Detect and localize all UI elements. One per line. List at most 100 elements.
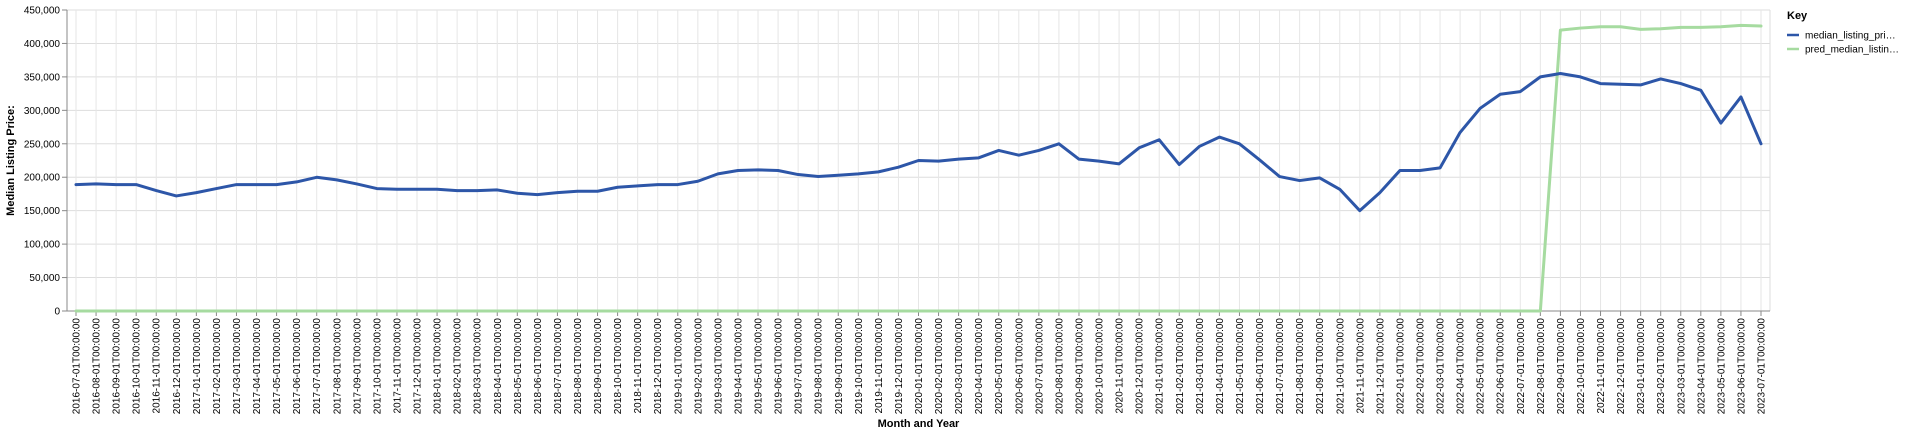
x-tick-label: 2020-12-01T00:00:00 [1135,318,1146,415]
x-tick-label: 2018-06-01T00:00:00 [533,318,544,415]
x-tick-label: 2017-10-01T00:00:00 [372,318,383,415]
x-tick-label: 2021-05-01T00:00:00 [1235,318,1246,415]
x-tick-label: 2023-05-01T00:00:00 [1716,318,1727,415]
x-tick-label: 2022-05-01T00:00:00 [1476,318,1487,415]
x-tick-label: 2023-04-01T00:00:00 [1696,318,1707,415]
x-tick-label: 2021-01-01T00:00:00 [1155,318,1166,415]
x-tick-label: 2019-02-01T00:00:00 [693,318,704,415]
x-tick-label: 2023-06-01T00:00:00 [1736,318,1747,415]
x-tick-label: 2021-10-01T00:00:00 [1335,318,1346,415]
x-tick-label: 2019-04-01T00:00:00 [733,318,744,415]
series-line-2 [74,23,1763,313]
x-tick-label: 2016-09-01T00:00:00 [112,318,123,415]
x-tick-label: 2019-01-01T00:00:00 [673,318,684,415]
x-tick-label: 2020-04-01T00:00:00 [974,318,985,415]
x-tick-label: 2019-11-01T00:00:00 [874,318,885,414]
x-tick-label: 2021-12-01T00:00:00 [1375,318,1386,415]
x-tick-label: 2022-11-01T00:00:00 [1596,318,1607,414]
y-tick-label: 0 [54,307,60,318]
x-tick-label: 2018-11-01T00:00:00 [633,318,644,414]
x-tick-label: 2019-07-01T00:00:00 [794,318,805,415]
x-tick-label: 2022-09-01T00:00:00 [1556,318,1567,415]
x-tick-label: 2018-03-01T00:00:00 [473,318,484,415]
x-tick-label: 2022-12-01T00:00:00 [1616,318,1627,415]
x-tick-label: 2023-01-01T00:00:00 [1636,318,1647,415]
x-tick-label: 2019-10-01T00:00:00 [854,318,865,415]
x-tick-label: 2017-04-01T00:00:00 [252,318,263,415]
x-tick-label: 2020-07-01T00:00:00 [1034,318,1045,415]
legend-title: Key [1787,10,1808,22]
x-tick-label: 2023-07-01T00:00:00 [1757,318,1768,415]
x-tick-label: 2018-10-01T00:00:00 [613,318,624,415]
x-tick-label: 2020-05-01T00:00:00 [994,318,1005,415]
x-tick-label: 2018-07-01T00:00:00 [553,318,564,415]
x-tick-label: 2017-07-01T00:00:00 [312,318,323,415]
x-tick-label: 2022-02-01T00:00:00 [1415,318,1426,415]
y-tick-label: 450,000 [24,6,61,17]
x-tick-label: 2019-06-01T00:00:00 [774,318,785,415]
legend-label: pred_median_listin… [1805,45,1899,56]
x-tick-label: 2016-08-01T00:00:00 [92,318,103,415]
x-tick-label: 2020-11-01T00:00:00 [1115,318,1126,414]
y-tick-label: 100,000 [24,240,61,251]
x-tick-label: 2022-10-01T00:00:00 [1576,318,1587,415]
x-tick-label: 2022-07-01T00:00:00 [1516,318,1527,415]
x-tick-label: 2022-01-01T00:00:00 [1395,318,1406,415]
x-tick-label: 2017-11-01T00:00:00 [392,318,403,414]
x-tick-label: 2017-02-01T00:00:00 [212,318,223,415]
x-tick-label: 2018-08-01T00:00:00 [573,318,584,415]
x-tick-label: 2020-09-01T00:00:00 [1074,318,1085,415]
x-tick-label: 2018-02-01T00:00:00 [453,318,464,415]
x-tick-label: 2018-12-01T00:00:00 [653,318,664,415]
x-tick-label: 2019-08-01T00:00:00 [814,318,825,415]
x-tick-label: 2017-01-01T00:00:00 [192,318,203,415]
x-tick-label: 2020-10-01T00:00:00 [1095,318,1106,415]
x-tick-label: 2020-02-01T00:00:00 [934,318,945,415]
x-tick-label: 2022-08-01T00:00:00 [1536,318,1547,415]
x-tick-label: 2018-05-01T00:00:00 [513,318,524,415]
x-tick-label: 2016-10-01T00:00:00 [132,318,143,415]
x-tick-label: 2016-07-01T00:00:00 [72,318,83,415]
x-tick-label: 2018-01-01T00:00:00 [433,318,444,415]
x-tick-label: 2016-11-01T00:00:00 [152,318,163,414]
x-tick-label: 2017-09-01T00:00:00 [352,318,363,415]
x-tick-label: 2022-04-01T00:00:00 [1456,318,1467,415]
x-tick-label: 2016-12-01T00:00:00 [172,318,183,415]
x-tick-label: 2017-03-01T00:00:00 [232,318,243,415]
x-tick-label: 2021-04-01T00:00:00 [1215,318,1226,415]
y-axis: 0 50,000 100,000 150,000 200,000 250,000 300,0… [24,6,68,318]
x-tick-label: 2021-09-01T00:00:00 [1315,318,1326,415]
x-tick-label: 2023-02-01T00:00:00 [1656,318,1667,415]
x-tick-label: 2021-11-01T00:00:00 [1355,318,1366,414]
x-tick-label: 2021-02-01T00:00:00 [1175,318,1186,415]
x-tick-label: 2021-06-01T00:00:00 [1255,318,1266,415]
x-gridlines [75,10,1762,311]
y-tick-label: 200,000 [24,173,61,184]
y-tick-label: 50,000 [29,273,60,284]
x-tick-label: 2019-09-01T00:00:00 [834,318,845,415]
x-tick-label: 2017-12-01T00:00:00 [413,318,424,415]
y-axis-title: Median Listing Price: [5,105,17,216]
y-tick-label: 300,000 [24,106,61,117]
x-tick-label: 2019-03-01T00:00:00 [713,318,724,415]
series-lines [74,23,1763,313]
x-tick-label: 2023-03-01T00:00:00 [1676,318,1687,415]
x-axis: 2016-07-01T00:00:00 2016-08-01T00:00:00 20… [67,310,1770,415]
y-tick-label: 350,000 [24,72,61,83]
x-tick-label: 2019-12-01T00:00:00 [894,318,905,415]
x-tick-label: 2021-08-01T00:00:00 [1295,318,1306,415]
x-tick-label: 2017-06-01T00:00:00 [292,318,303,415]
x-tick-label: 2017-05-01T00:00:00 [272,318,283,415]
x-tick-label: 2020-03-01T00:00:00 [954,318,965,415]
x-tick-label: 2022-03-01T00:00:00 [1436,318,1447,415]
x-tick-label: 2018-09-01T00:00:00 [593,318,604,415]
x-tick-label: 2021-07-01T00:00:00 [1275,318,1286,415]
series-line-1 [74,72,1763,213]
y-tick-label: 250,000 [24,139,61,150]
x-tick-label: 2019-05-01T00:00:00 [754,318,765,415]
x-tick-label: 2020-06-01T00:00:00 [1014,318,1025,415]
y-tick-label: 400,000 [24,39,61,50]
x-tick-label: 2018-04-01T00:00:00 [493,318,504,415]
legend-label: median_listing_pri… [1805,31,1896,42]
